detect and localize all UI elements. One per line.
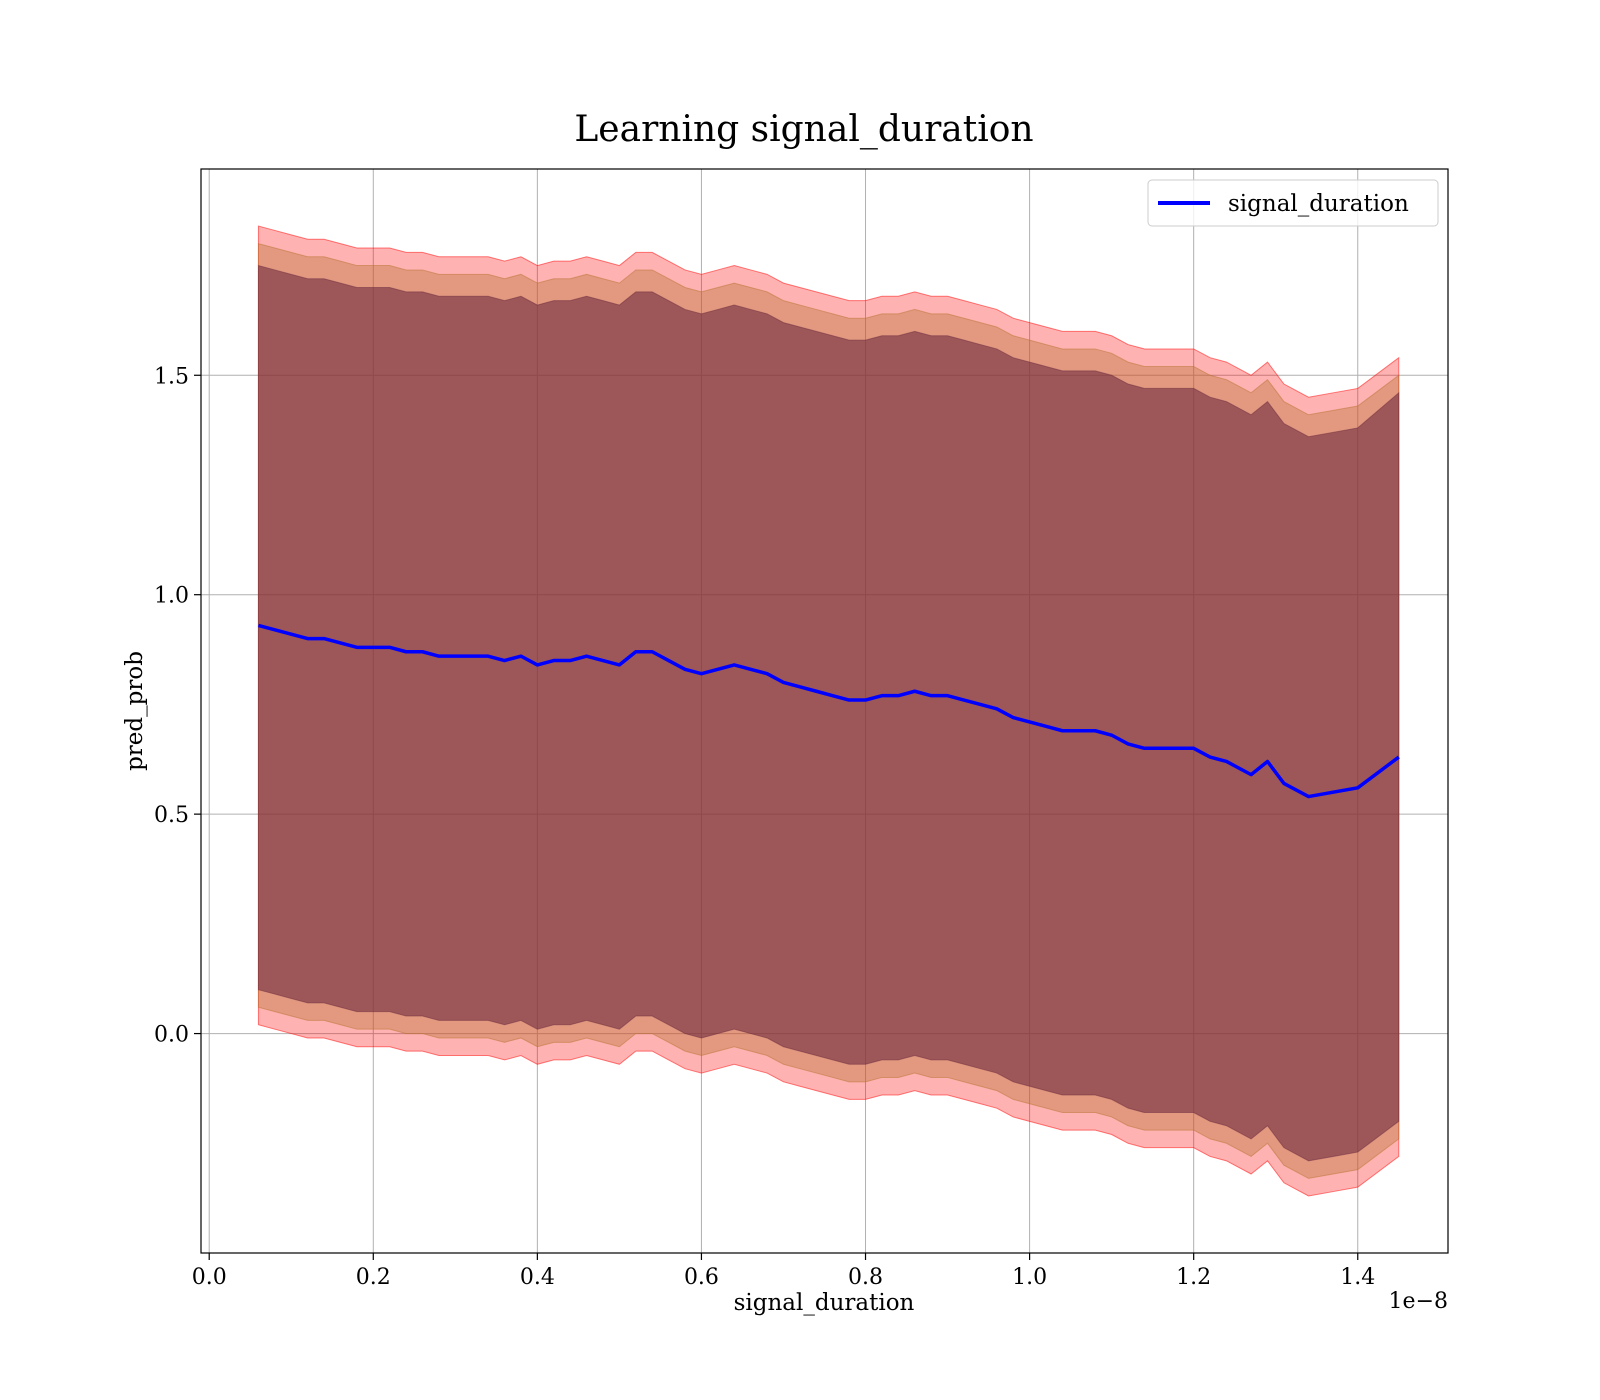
y-tick-label: 1.0 <box>154 584 189 609</box>
x-axis-ticks: 0.0 0.2 0.4 0.6 0.8 1.0 1.2 1.4 <box>192 1253 1375 1290</box>
confidence-bands <box>257 225 1400 1197</box>
series-line-signal_duration <box>257 623 1400 799</box>
legend-label: signal_duration <box>1228 191 1409 217</box>
y-tick-label: 0.5 <box>154 803 189 828</box>
series-lines <box>257 623 1400 799</box>
x-tick-label: 1.4 <box>1340 1265 1375 1290</box>
x-tick-label: 0.8 <box>848 1265 883 1290</box>
x-tick-label: 0.2 <box>356 1265 391 1290</box>
x-axis-offset-label: 1e−8 <box>1389 1289 1448 1314</box>
x-axis-label: signal_duration <box>734 1290 915 1316</box>
y-tick-label: 0.0 <box>154 1023 189 1048</box>
y-axis-label: pred_prob <box>122 651 148 771</box>
legend: signal_duration <box>1147 179 1439 227</box>
x-tick-label: 0.6 <box>684 1265 719 1290</box>
y-axis-ticks: 0.0 0.5 1.0 1.5 <box>154 364 201 1048</box>
x-tick-label: 1.2 <box>1176 1265 1211 1290</box>
x-tick-label: 0.4 <box>520 1265 555 1290</box>
chart-title: Learning signal_duration <box>574 109 1033 150</box>
legend-frame <box>1147 179 1439 227</box>
axes-frame <box>200 168 1449 1254</box>
y-tick-label: 1.5 <box>154 364 189 389</box>
x-tick-label: 1.0 <box>1012 1265 1047 1290</box>
x-tick-label: 0.0 <box>192 1265 227 1290</box>
band-inner <box>257 264 1400 1162</box>
